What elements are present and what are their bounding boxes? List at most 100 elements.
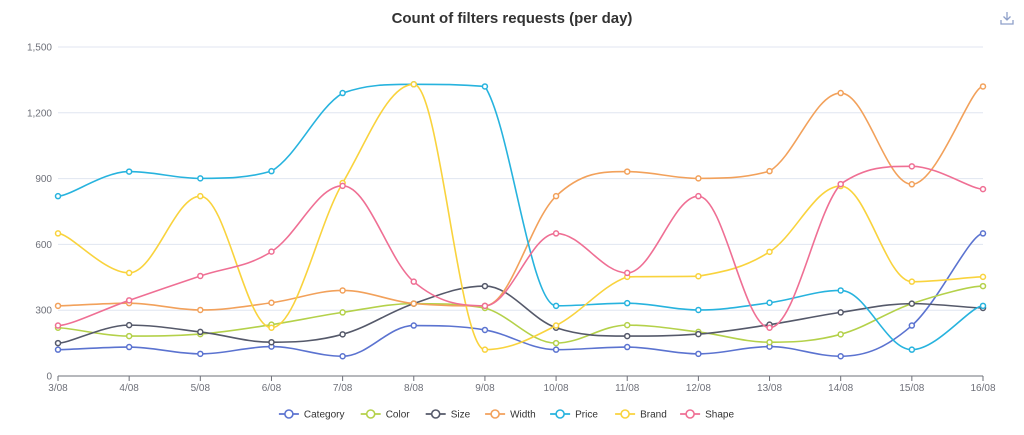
data-point-width[interactable] — [979, 83, 987, 90]
series-line-size — [57, 285, 984, 344]
legend-label: Size — [451, 410, 471, 421]
data-point-width[interactable] — [197, 306, 204, 314]
data-point-price[interactable] — [979, 302, 987, 310]
data-point-width[interactable] — [908, 181, 916, 188]
data-point-shape[interactable] — [54, 322, 62, 329]
data-point-brand[interactable] — [410, 81, 418, 88]
data-point-shape[interactable] — [695, 192, 702, 200]
data-point-width[interactable] — [410, 300, 418, 307]
data-point-brand[interactable] — [552, 322, 560, 329]
legend-marker — [490, 409, 500, 419]
data-point-price[interactable] — [552, 302, 560, 310]
legend-item-brand[interactable]: Brand — [615, 409, 667, 421]
x-tick-label: 13/08 — [757, 383, 782, 394]
data-point-category[interactable] — [54, 346, 62, 353]
data-point-price[interactable] — [268, 167, 275, 175]
y-tick-label: 1,500 — [27, 43, 52, 54]
legend-item-price[interactable]: Price — [550, 409, 598, 421]
data-point-brand[interactable] — [125, 269, 133, 277]
data-point-shape[interactable] — [339, 182, 346, 190]
data-point-size[interactable] — [268, 338, 275, 346]
data-point-category[interactable] — [695, 350, 702, 358]
data-point-size[interactable] — [481, 282, 489, 290]
legend-item-category[interactable]: Category — [278, 409, 345, 421]
data-point-brand[interactable] — [268, 324, 275, 331]
series-size — [54, 282, 987, 347]
data-point-brand[interactable] — [979, 273, 987, 281]
series-price — [54, 81, 987, 353]
data-point-category[interactable] — [197, 350, 204, 358]
data-point-category[interactable] — [552, 346, 560, 353]
x-tick-label: 15/08 — [899, 383, 924, 394]
data-point-category[interactable] — [410, 322, 418, 329]
data-point-price[interactable] — [695, 306, 702, 314]
data-point-category[interactable] — [339, 353, 346, 360]
data-point-shape[interactable] — [837, 180, 844, 188]
data-point-shape[interactable] — [197, 272, 204, 280]
data-point-price[interactable] — [481, 83, 489, 90]
data-point-price[interactable] — [54, 192, 62, 200]
data-point-price[interactable] — [908, 346, 916, 353]
data-point-price[interactable] — [339, 89, 346, 97]
data-point-brand[interactable] — [54, 230, 62, 237]
data-point-color[interactable] — [837, 331, 844, 338]
data-point-category[interactable] — [979, 230, 987, 237]
data-point-category[interactable] — [908, 322, 916, 329]
data-point-price[interactable] — [837, 287, 844, 294]
download-icon[interactable] — [1000, 11, 1014, 25]
data-point-width[interactable] — [552, 192, 560, 200]
data-point-color[interactable] — [766, 338, 773, 346]
y-tick-label: 0 — [46, 372, 52, 383]
data-point-shape[interactable] — [979, 185, 987, 193]
data-point-category[interactable] — [481, 326, 489, 334]
data-point-category[interactable] — [837, 353, 844, 360]
data-point-color[interactable] — [339, 309, 346, 316]
data-point-size[interactable] — [54, 339, 62, 347]
data-point-price[interactable] — [623, 299, 631, 307]
data-point-shape[interactable] — [268, 248, 275, 255]
data-point-size[interactable] — [339, 331, 346, 338]
data-point-width[interactable] — [766, 167, 773, 175]
data-point-shape[interactable] — [125, 297, 133, 304]
legend-item-size[interactable]: Size — [425, 409, 471, 421]
data-point-shape[interactable] — [766, 324, 773, 331]
data-point-category[interactable] — [623, 343, 631, 351]
data-point-size[interactable] — [695, 330, 702, 338]
data-point-width[interactable] — [837, 89, 844, 97]
data-point-color[interactable] — [979, 282, 987, 290]
data-point-shape[interactable] — [410, 278, 418, 285]
data-point-shape[interactable] — [623, 269, 631, 277]
data-point-brand[interactable] — [197, 192, 204, 200]
data-point-color[interactable] — [552, 339, 560, 347]
data-point-brand[interactable] — [481, 346, 489, 353]
data-point-size[interactable] — [837, 309, 844, 316]
data-point-width[interactable] — [268, 299, 275, 306]
data-point-width[interactable] — [695, 175, 702, 182]
data-point-color[interactable] — [125, 332, 133, 340]
x-tick-label: 3/08 — [48, 383, 68, 394]
legend-item-shape[interactable]: Shape — [680, 409, 734, 421]
data-point-brand[interactable] — [695, 272, 702, 280]
series-shape — [54, 163, 987, 331]
data-point-size[interactable] — [908, 300, 916, 307]
data-point-size[interactable] — [197, 328, 204, 336]
data-point-size[interactable] — [125, 321, 133, 329]
data-point-shape[interactable] — [481, 302, 489, 310]
data-point-width[interactable] — [623, 168, 631, 175]
data-point-color[interactable] — [623, 321, 631, 329]
data-point-size[interactable] — [623, 332, 631, 340]
data-point-shape[interactable] — [908, 163, 916, 170]
data-point-price[interactable] — [766, 299, 773, 306]
data-point-brand[interactable] — [908, 278, 916, 285]
legend-item-width[interactable]: Width — [485, 409, 536, 421]
data-point-price[interactable] — [125, 168, 133, 175]
data-point-width[interactable] — [54, 302, 62, 310]
data-point-category[interactable] — [125, 343, 133, 351]
data-point-price[interactable] — [197, 175, 204, 182]
x-tick-label: 11/08 — [615, 383, 640, 394]
data-point-brand[interactable] — [766, 248, 773, 256]
data-point-width[interactable] — [339, 287, 346, 294]
data-point-shape[interactable] — [552, 230, 560, 237]
legend-item-color[interactable]: Color — [360, 409, 411, 421]
